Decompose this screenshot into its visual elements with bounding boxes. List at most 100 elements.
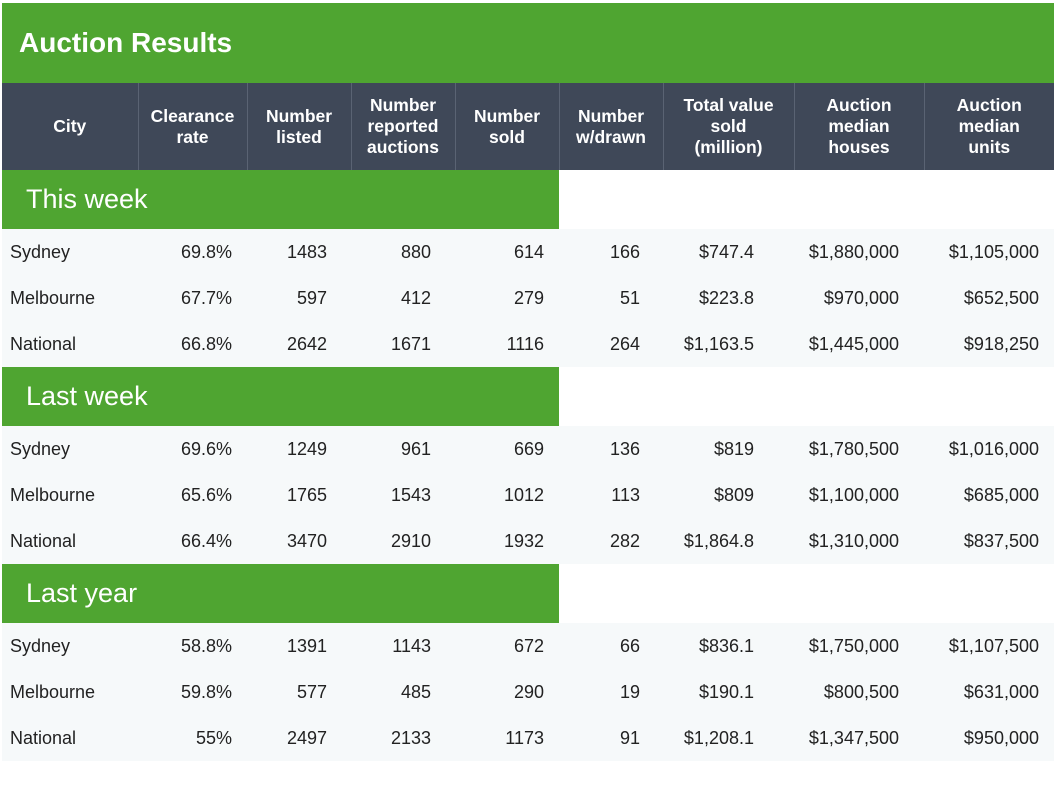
page-title: Auction Results <box>2 3 1054 83</box>
cell-total-value-sold: $223.8 <box>663 275 794 321</box>
cell-clearance-rate: 65.6% <box>138 472 247 518</box>
cell-auction-median-houses: $1,347,500 <box>794 715 924 761</box>
cell-total-value-sold: $747.4 <box>663 229 794 275</box>
cell-auction-median-units: $631,000 <box>924 669 1054 715</box>
cell-number-reported-auctions: 412 <box>351 275 455 321</box>
cell-number-sold: 1173 <box>455 715 559 761</box>
cell-number-listed: 3470 <box>247 518 351 564</box>
table-row: Sydney 69.6% 1249 961 669 136 $819 $1,780,500 $1… <box>2 426 1054 472</box>
column-header-line: sold <box>710 116 747 136</box>
cell-auction-median-houses: $1,750,000 <box>794 623 924 669</box>
cell-clearance-rate: 66.8% <box>138 321 247 367</box>
table-header-row: City Clearance rate Number listed Number repor… <box>2 83 1054 170</box>
column-header-line: (million) <box>694 137 763 157</box>
column-header-line: houses <box>828 137 890 157</box>
cell-total-value-sold: $1,208.1 <box>663 715 794 761</box>
cell-number-listed: 2642 <box>247 321 351 367</box>
table-row: Melbourne 65.6% 1765 1543 1012 113 $809 $1,100,… <box>2 472 1054 518</box>
cell-auction-median-units: $950,000 <box>924 715 1054 761</box>
cell-auction-median-houses: $970,000 <box>794 275 924 321</box>
cell-number-reported-auctions: 1543 <box>351 472 455 518</box>
cell-number-listed: 1483 <box>247 229 351 275</box>
column-header-line: Number <box>369 95 437 115</box>
cell-number-withdrawn: 19 <box>559 669 663 715</box>
section-spacer <box>559 367 1054 426</box>
column-header-total-value-sold: Total value sold (million) <box>662 83 794 170</box>
column-header-line: Number <box>577 105 645 126</box>
column-header-line: City <box>53 116 87 136</box>
cell-number-withdrawn: 166 <box>559 229 663 275</box>
cell-number-withdrawn: 51 <box>559 275 663 321</box>
cell-number-reported-auctions: 2910 <box>351 518 455 564</box>
cell-clearance-rate: 66.4% <box>138 518 247 564</box>
cell-total-value-sold: $1,864.8 <box>663 518 794 564</box>
cell-number-withdrawn: 282 <box>559 518 663 564</box>
column-header-line: listed <box>276 126 322 147</box>
auction-results-panel: Auction Results City Clearance rate Number l… <box>2 3 1054 761</box>
column-header-line: Total value <box>683 95 774 115</box>
cell-city: National <box>2 715 138 761</box>
section-label: Last year <box>2 564 559 623</box>
column-header-number-listed: Number listed <box>246 83 351 170</box>
cell-number-sold: 614 <box>455 229 559 275</box>
column-header-line: Number <box>473 105 541 126</box>
cell-clearance-rate: 59.8% <box>138 669 247 715</box>
cell-city: Melbourne <box>2 275 138 321</box>
cell-auction-median-units: $918,250 <box>924 321 1054 367</box>
cell-auction-median-houses: $800,500 <box>794 669 924 715</box>
cell-number-sold: 1116 <box>455 321 559 367</box>
column-header-line: w/drawn <box>575 126 646 147</box>
cell-clearance-rate: 67.7% <box>138 275 247 321</box>
cell-auction-median-units: $685,000 <box>924 472 1054 518</box>
table-row: National 55% 2497 2133 1173 91 $1,208.1 $1,347,… <box>2 715 1054 761</box>
cell-number-listed: 1391 <box>247 623 351 669</box>
cell-number-withdrawn: 264 <box>559 321 663 367</box>
cell-total-value-sold: $819 <box>663 426 794 472</box>
cell-total-value-sold: $836.1 <box>663 623 794 669</box>
cell-number-sold: 290 <box>455 669 559 715</box>
section-spacer <box>559 170 1054 229</box>
cell-city: Sydney <box>2 426 138 472</box>
column-header-line: Auction <box>826 95 892 115</box>
column-header-line: median <box>828 116 890 136</box>
cell-number-sold: 1012 <box>455 472 559 518</box>
column-header-auction-median-units: Auction median units <box>923 83 1054 170</box>
section-spacer <box>559 564 1054 623</box>
cell-number-withdrawn: 91 <box>559 715 663 761</box>
column-header-line: sold <box>489 126 525 147</box>
table-row: National 66.8% 2642 1671 1116 264 $1,163.5 $1,4… <box>2 321 1054 367</box>
cell-auction-median-houses: $1,100,000 <box>794 472 924 518</box>
cell-auction-median-units: $837,500 <box>924 518 1054 564</box>
cell-clearance-rate: 55% <box>138 715 247 761</box>
cell-total-value-sold: $190.1 <box>663 669 794 715</box>
cell-number-withdrawn: 136 <box>559 426 663 472</box>
cell-number-reported-auctions: 485 <box>351 669 455 715</box>
cell-auction-median-houses: $1,880,000 <box>794 229 924 275</box>
cell-number-listed: 1249 <box>247 426 351 472</box>
cell-auction-median-houses: $1,445,000 <box>794 321 924 367</box>
auction-results-table: City Clearance rate Number listed Number repor… <box>2 83 1054 761</box>
column-header-line: median <box>958 116 1020 136</box>
column-header-number-withdrawn: Number w/drawn <box>558 83 663 170</box>
cell-number-sold: 279 <box>455 275 559 321</box>
cell-number-listed: 2497 <box>247 715 351 761</box>
table-row: Sydney 58.8% 1391 1143 672 66 $836.1 $1,750,000… <box>2 623 1054 669</box>
cell-auction-median-units: $1,107,500 <box>924 623 1054 669</box>
cell-number-reported-auctions: 2133 <box>351 715 455 761</box>
cell-number-withdrawn: 66 <box>559 623 663 669</box>
column-header-auction-median-houses: Auction median houses <box>793 83 924 170</box>
cell-number-reported-auctions: 1671 <box>351 321 455 367</box>
section-header-row: Last year <box>2 564 1054 623</box>
column-header-line: rate <box>176 126 209 147</box>
table-row: Melbourne 59.8% 577 485 290 19 $190.1 $800,500 $… <box>2 669 1054 715</box>
column-header-line: auctions <box>367 137 439 157</box>
column-header-number-sold: Number sold <box>454 83 559 170</box>
column-header-line: Number <box>265 105 333 126</box>
cell-number-listed: 577 <box>247 669 351 715</box>
cell-auction-median-houses: $1,780,500 <box>794 426 924 472</box>
cell-number-sold: 669 <box>455 426 559 472</box>
table-row: National 66.4% 3470 2910 1932 282 $1,864.8 $1,3… <box>2 518 1054 564</box>
column-header-line: Clearance <box>150 105 235 126</box>
cell-total-value-sold: $1,163.5 <box>663 321 794 367</box>
table-row: Melbourne 67.7% 597 412 279 51 $223.8 $970,000 $… <box>2 275 1054 321</box>
